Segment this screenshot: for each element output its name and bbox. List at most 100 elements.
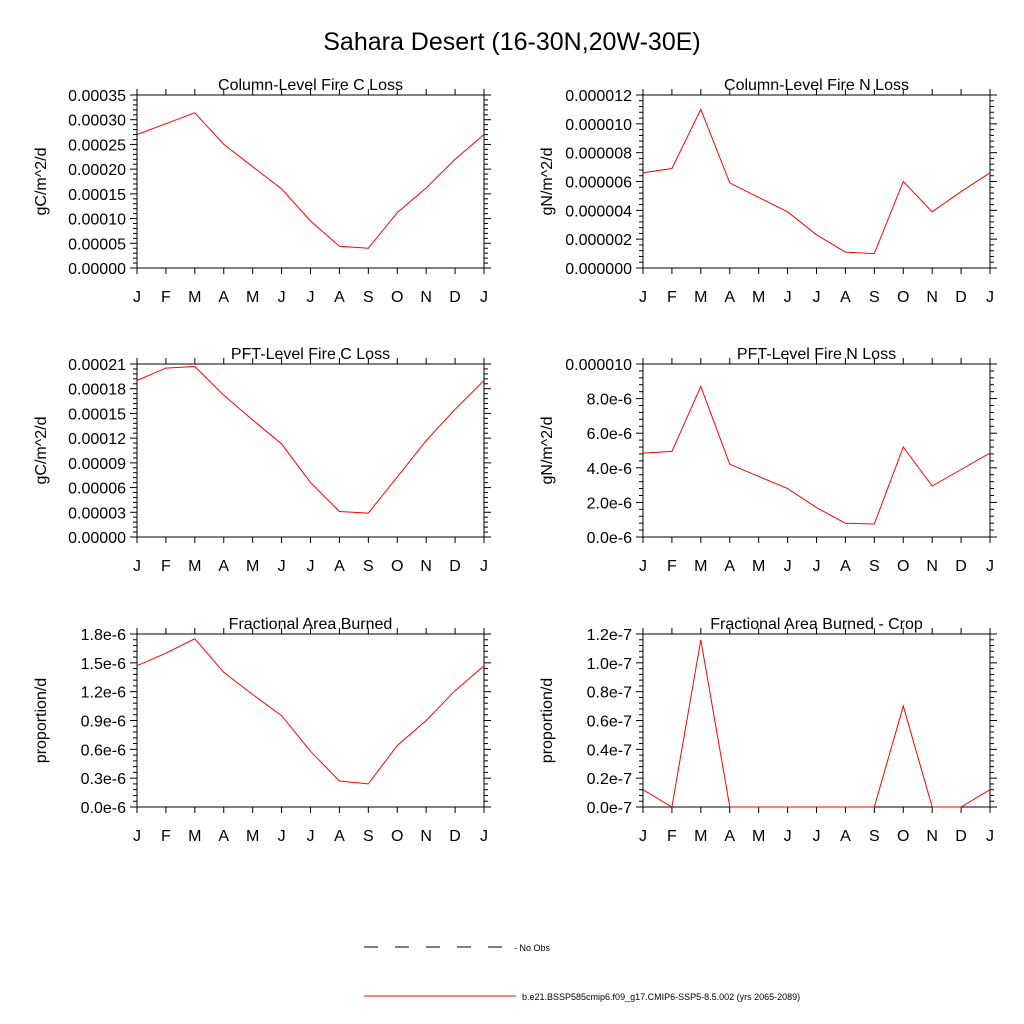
x-tick-label: A	[334, 289, 345, 306]
panel-title: Fractional Area Burned	[229, 616, 393, 633]
y-tick-label: 8.0e-6	[587, 392, 632, 409]
x-tick-label: S	[869, 558, 880, 575]
y-tick-label: 0.6e-6	[81, 742, 126, 759]
panel-6: Fractional Area Burned - Crop proportion/…	[539, 616, 997, 845]
x-tick-label: J	[986, 828, 994, 845]
x-tick-label: S	[363, 828, 374, 845]
y-tick-label: 0.4e-7	[587, 742, 632, 759]
x-tick-label: F	[161, 558, 171, 575]
x-tick-label: A	[334, 558, 345, 575]
y-tick-label: 2.0e-6	[587, 495, 632, 512]
y-tick-label: 0.000004	[565, 203, 632, 220]
x-tick-label: A	[218, 558, 229, 575]
y-axis-label: gN/m^2/d	[539, 417, 556, 485]
x-tick-label: N	[420, 558, 432, 575]
y-tick-label: 0.000000	[565, 261, 632, 278]
y-axis-label: gC/m^2/d	[33, 417, 50, 485]
x-tick-label: A	[840, 828, 851, 845]
x-tick-label: M	[246, 828, 259, 845]
x-tick-label: J	[278, 558, 286, 575]
series-line-1	[642, 639, 991, 808]
x-tick-label: S	[869, 828, 880, 845]
x-tick-label: S	[869, 289, 880, 306]
y-tick-label: 0.0e-7	[587, 800, 632, 817]
x-tick-label: D	[955, 828, 967, 845]
x-tick-label: J	[278, 828, 286, 845]
y-tick-label: 6.0e-6	[587, 426, 632, 443]
x-tick-label: O	[897, 289, 909, 306]
x-tick-label: M	[752, 289, 765, 306]
x-tick-label: M	[694, 289, 707, 306]
y-tick-label: 0.00035	[68, 88, 126, 105]
y-tick-label: 0.00020	[68, 162, 126, 179]
plot-frame	[136, 633, 485, 808]
y-axis-label: gN/m^2/d	[539, 148, 556, 216]
y-tick-label: 0.00009	[68, 456, 126, 473]
y-tick-label: 0.000010	[565, 117, 632, 134]
panel-title: Fractional Area Burned - Crop	[710, 616, 923, 633]
x-tick-label: J	[639, 828, 647, 845]
x-tick-label: M	[694, 558, 707, 575]
x-tick-label: M	[188, 828, 201, 845]
y-tick-label: 0.000006	[565, 175, 632, 192]
x-tick-label: F	[161, 289, 171, 306]
x-tick-label: O	[391, 558, 403, 575]
y-tick-label: 0.00005	[68, 236, 126, 253]
y-tick-label: 0.00010	[68, 212, 126, 229]
x-tick-label: O	[897, 558, 909, 575]
x-tick-label: J	[639, 558, 647, 575]
x-tick-label: N	[926, 828, 938, 845]
x-tick-label: F	[667, 558, 677, 575]
x-tick-label: N	[420, 289, 432, 306]
y-tick-label: 0.0e-6	[587, 530, 632, 547]
x-tick-label: A	[218, 828, 229, 845]
y-tick-label: 0.00018	[68, 382, 126, 399]
x-tick-label: O	[897, 828, 909, 845]
x-tick-label: F	[161, 828, 171, 845]
y-tick-label: 0.8e-7	[587, 685, 632, 702]
x-tick-label: M	[246, 558, 259, 575]
x-tick-label: J	[639, 289, 647, 306]
y-tick-label: 1.2e-7	[587, 627, 632, 644]
y-tick-label: 1.5e-6	[81, 656, 126, 673]
x-tick-label: J	[813, 828, 821, 845]
y-tick-label: 0.00015	[68, 187, 126, 204]
x-tick-label: J	[133, 289, 141, 306]
x-tick-label: J	[480, 289, 488, 306]
x-tick-label: D	[955, 289, 967, 306]
x-tick-label: O	[391, 828, 403, 845]
x-tick-label: J	[813, 558, 821, 575]
x-tick-label: J	[986, 558, 994, 575]
y-tick-label: 0.9e-6	[81, 714, 126, 731]
x-tick-label: F	[667, 828, 677, 845]
y-tick-label: 0.3e-6	[81, 771, 126, 788]
y-tick-label: 0.00025	[68, 137, 126, 154]
x-tick-label: S	[363, 289, 374, 306]
y-tick-label: 0.2e-7	[587, 771, 632, 788]
panel-title: Column-Level Fire C Loss	[218, 77, 403, 94]
y-tick-label: 0.00000	[68, 261, 126, 278]
x-tick-label: D	[449, 558, 461, 575]
y-tick-label: 0.000012	[565, 88, 632, 105]
x-tick-label: A	[840, 289, 851, 306]
x-tick-label: J	[278, 289, 286, 306]
x-tick-label: N	[420, 828, 432, 845]
x-tick-label: J	[813, 289, 821, 306]
x-tick-label: J	[480, 558, 488, 575]
y-tick-label: 0.00006	[68, 481, 126, 498]
x-tick-label: A	[724, 289, 735, 306]
x-tick-label: M	[752, 558, 765, 575]
panel-title: PFT-Level Fire N Loss	[737, 346, 896, 363]
y-tick-label: 0.000010	[565, 357, 632, 374]
y-tick-label: 4.0e-6	[587, 461, 632, 478]
x-tick-label: J	[784, 289, 792, 306]
x-tick-label: M	[752, 828, 765, 845]
x-tick-label: M	[188, 289, 201, 306]
x-tick-label: M	[694, 828, 707, 845]
x-tick-label: M	[188, 558, 201, 575]
y-tick-label: 0.0e-6	[81, 800, 126, 817]
plot-frame	[136, 363, 485, 538]
